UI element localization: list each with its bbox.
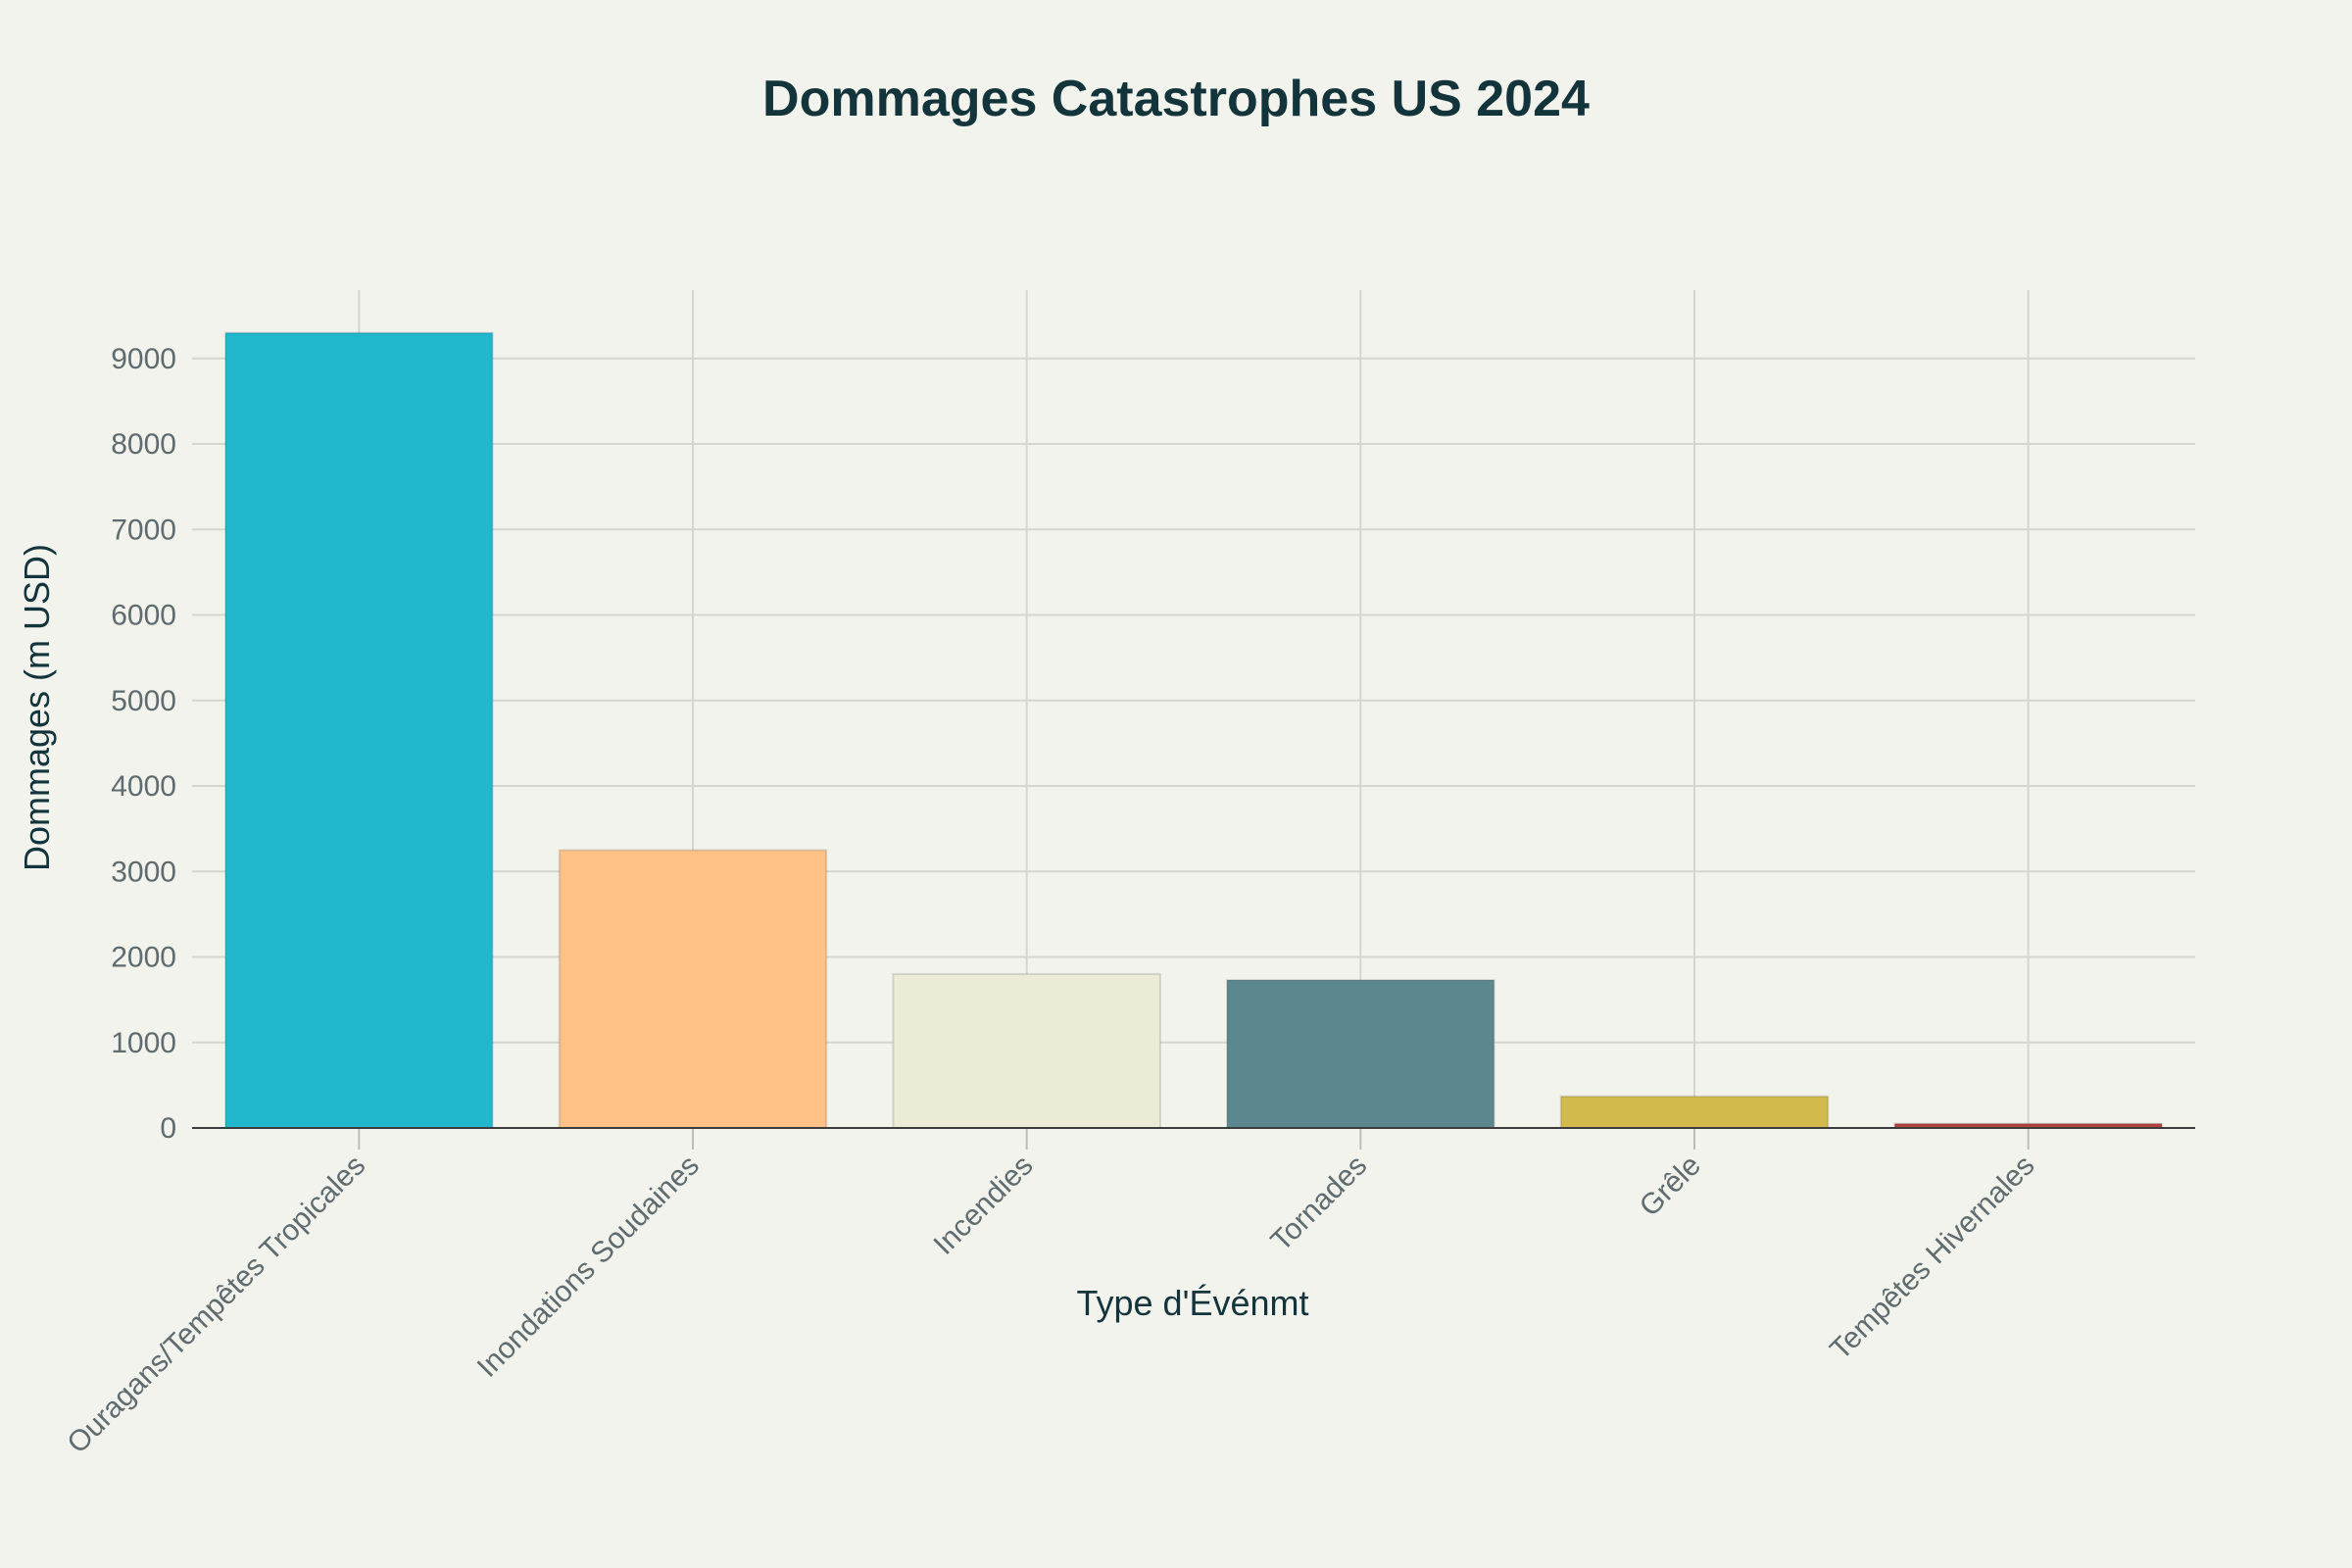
x-tick-label: Incendies	[927, 1150, 1039, 1261]
y-tick-label: 3000	[111, 856, 176, 888]
y-tick-label: 1000	[111, 1027, 176, 1059]
x-axis-title: Type d'Événmt	[1077, 1283, 1309, 1323]
y-tick-label: 7000	[111, 514, 176, 546]
y-tick-label: 6000	[111, 600, 176, 632]
y-tick-label: 4000	[111, 770, 176, 803]
y-tick-label: 8000	[111, 428, 176, 461]
y-tick-label: 0	[160, 1112, 176, 1145]
bar[interactable]	[558, 849, 828, 1130]
x-tick-label: Ouragans/Tempêtes Tropicales	[61, 1150, 371, 1460]
grid-layer	[192, 290, 2195, 1128]
chart-title: Dommages Catastrophes US 2024	[762, 71, 1590, 127]
bar[interactable]	[224, 331, 494, 1129]
bar[interactable]	[1559, 1095, 1830, 1129]
bar[interactable]	[892, 972, 1161, 1129]
y-tick-label: 5000	[111, 685, 176, 717]
x-tick-label: Inondations Soudaines	[471, 1150, 706, 1384]
bar-layer	[224, 331, 2163, 1130]
x-tick-label: Grêle	[1634, 1150, 1707, 1223]
x-tick-label: Tornades	[1265, 1150, 1374, 1258]
y-tick-label: 2000	[111, 942, 176, 974]
bar[interactable]	[1226, 979, 1495, 1130]
y-tick-label: 9000	[111, 343, 176, 375]
y-axis-title: Dommages (m USD)	[17, 544, 57, 871]
x-tick-label: Tempêtes Hivernales	[1824, 1150, 2040, 1366]
